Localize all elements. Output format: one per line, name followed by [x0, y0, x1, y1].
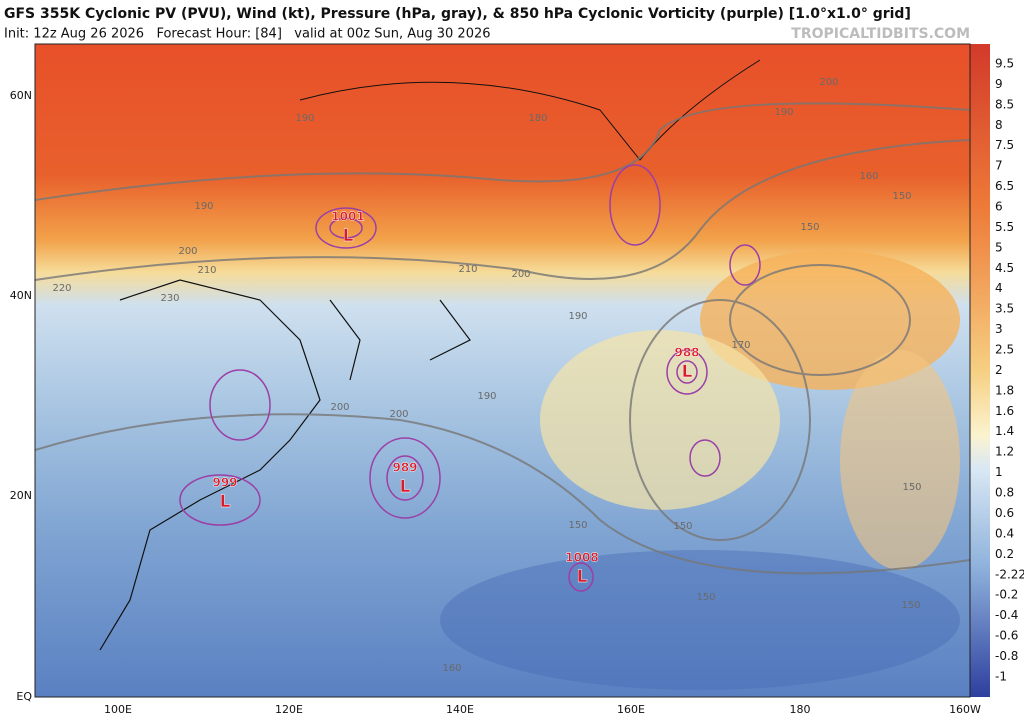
colorbar-label: -0.2	[995, 588, 1018, 602]
longitude-label: 160W	[949, 703, 981, 716]
colorbar-label: 1.2	[995, 445, 1014, 459]
latitude-label: 40N	[10, 289, 32, 302]
colorbar-label: 9	[995, 77, 1003, 91]
longitude-label: 100E	[104, 703, 132, 716]
contour-label: 150	[892, 191, 911, 202]
contour-label: 210	[458, 264, 477, 275]
colorbar-label: -0.6	[995, 629, 1018, 643]
colorbar-label: 0.8	[995, 486, 1014, 500]
colorbar-label: 0.2	[995, 547, 1014, 561]
colorbar-label: 2.5	[995, 343, 1014, 357]
low-symbol: L	[343, 226, 354, 246]
map: 1001 L 988 L 989 L 999 L 1008 L 180 190 190 200 160 150…	[35, 44, 970, 697]
colorbar-label: -0.4	[995, 608, 1018, 622]
low-pressure-value: 988	[674, 346, 699, 360]
colorbar-label: 2	[995, 363, 1003, 377]
coastline	[99, 279, 471, 651]
low-symbol: L	[577, 567, 588, 587]
watermark: TROPICALTIDBITS.COM	[791, 26, 970, 42]
colorbar-label: -0.8	[995, 649, 1018, 663]
colorbar-label: 5	[995, 240, 1003, 254]
low-symbol: L	[400, 477, 411, 497]
contour-label: 200	[178, 246, 197, 257]
latitude-label: 20N	[10, 489, 32, 502]
pv-feature	[840, 350, 960, 570]
longitude-label: 160E	[617, 703, 645, 716]
contour-label: 200	[819, 77, 838, 88]
contour-label: 180	[528, 113, 547, 124]
contour-label: 150	[673, 521, 692, 532]
colorbar-label: 0.6	[995, 506, 1014, 520]
colorbar-label: -1	[995, 669, 1007, 683]
contour-label: 160	[859, 171, 878, 182]
contour-label: 160	[442, 663, 461, 674]
contour-label: 170	[731, 340, 750, 351]
colorbar-label: 0.4	[995, 526, 1014, 540]
low-pressure-value: 1008	[565, 551, 598, 565]
contour-label: 190	[477, 391, 496, 402]
longitude-label: 180	[790, 703, 811, 716]
low-symbol: L	[220, 492, 231, 512]
contour-label: 150	[902, 482, 921, 493]
colorbar-label: 6.5	[995, 179, 1014, 193]
low-pressure-value: 1001	[331, 210, 364, 224]
contour-label: 150	[800, 222, 819, 233]
low-pressure-value: 989	[392, 461, 417, 475]
subtitle: Init: 12z Aug 26 2026 Forecast Hour: [84…	[4, 27, 491, 42]
colorbar-label: 7.5	[995, 138, 1014, 152]
colorbar-label: 4	[995, 281, 1003, 295]
colorbar-label: 6	[995, 200, 1003, 214]
contour-label: 190	[194, 201, 213, 212]
colorbar-label: 1	[995, 465, 1003, 479]
contour-label: 190	[568, 311, 587, 322]
map-frame	[34, 43, 971, 698]
contour-label: 230	[160, 293, 179, 304]
colorbar-label: 3.5	[995, 302, 1014, 316]
colorbar-label: 4.5	[995, 261, 1014, 275]
low-pressure-value: 999	[212, 476, 237, 490]
colorbar-label: 9.5	[995, 57, 1014, 71]
contour-label: 150	[568, 520, 587, 531]
colorbar-label: 5.5	[995, 220, 1014, 234]
colorbar-label: 7	[995, 159, 1003, 173]
latitude-label: 60N	[10, 89, 32, 102]
longitude-label: 120E	[275, 703, 303, 716]
colorbar-label: 8	[995, 118, 1003, 132]
title: GFS 355K Cyclonic PV (PVU), Wind (kt), P…	[4, 6, 911, 22]
vorticity-contours	[179, 164, 761, 592]
pv-feature	[540, 330, 780, 510]
low-symbol: L	[682, 362, 693, 382]
contour-label: 220	[52, 283, 71, 294]
latitude-label: EQ	[16, 690, 32, 703]
contour-label: 200	[389, 409, 408, 420]
colorbar	[970, 44, 990, 697]
colorbar-label: 1.6	[995, 404, 1014, 418]
contour-label: 190	[774, 107, 793, 118]
colorbar-label: 1.8	[995, 383, 1014, 397]
contour-label: 200	[511, 269, 530, 280]
longitude-label: 140E	[446, 703, 474, 716]
contour-label: 150	[696, 592, 715, 603]
colorbar-label: 8.5	[995, 97, 1014, 111]
colorbar-label: 1.4	[995, 424, 1014, 438]
contour-label: 190	[295, 113, 314, 124]
coastline	[299, 59, 761, 161]
pv-feature	[440, 550, 960, 690]
contour-label: 200	[330, 402, 349, 413]
contour-label: 210	[197, 265, 216, 276]
colorbar-label: -2.22	[995, 567, 1024, 581]
colorbar-label: 3	[995, 322, 1003, 336]
contour-label: 150	[901, 600, 920, 611]
pressure-contours	[35, 102, 970, 575]
